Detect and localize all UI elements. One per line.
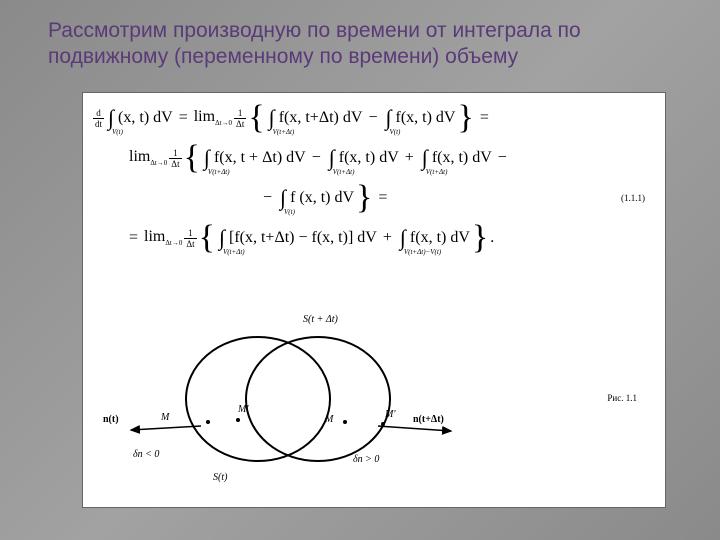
label-bottom: S(t) bbox=[213, 472, 227, 483]
equation-number: (1.1.1) bbox=[621, 193, 645, 203]
label-M-left: M bbox=[161, 412, 169, 423]
slide-title: Рассмотрим производную по времени от инт… bbox=[0, 0, 720, 79]
label-n-left: n(t) bbox=[103, 414, 119, 425]
label-Mprime-left: M' bbox=[238, 404, 248, 415]
diagram-svg bbox=[93, 314, 513, 499]
eq-line-1: ddt ∫V(t) (x, t) dV = limΔt→0 1Δt { ∫V(t… bbox=[93, 101, 655, 135]
label-M-right: M bbox=[325, 414, 333, 425]
volume-diagram: S(t + Δt) n(t) n(t+Δt) M M' M M' δn < 0 … bbox=[93, 314, 513, 499]
label-n-right: n(t+Δt) bbox=[413, 414, 444, 425]
figure-caption: Рис. 1.1 bbox=[607, 393, 637, 403]
label-delta-left: δn < 0 bbox=[133, 449, 159, 460]
label-delta-right: δn > 0 bbox=[353, 454, 379, 465]
equation-panel: ddt ∫V(t) (x, t) dV = limΔt→0 1Δt { ∫V(t… bbox=[82, 92, 666, 508]
label-top: S(t + Δt) bbox=[303, 314, 338, 325]
label-Mprime-right: M' bbox=[385, 409, 395, 420]
eq-line-4: = limΔt→0 1Δt { ∫V(t+Δt) [f(x, t+Δt) − f… bbox=[129, 221, 655, 255]
eq-line-3: − ∫V(t) f (x, t) dV } = (1.1.1) bbox=[263, 181, 655, 215]
eq-line-2: limΔt→0 1Δt { ∫V(t+Δt) f(x, t + Δt) dV −… bbox=[129, 141, 655, 175]
